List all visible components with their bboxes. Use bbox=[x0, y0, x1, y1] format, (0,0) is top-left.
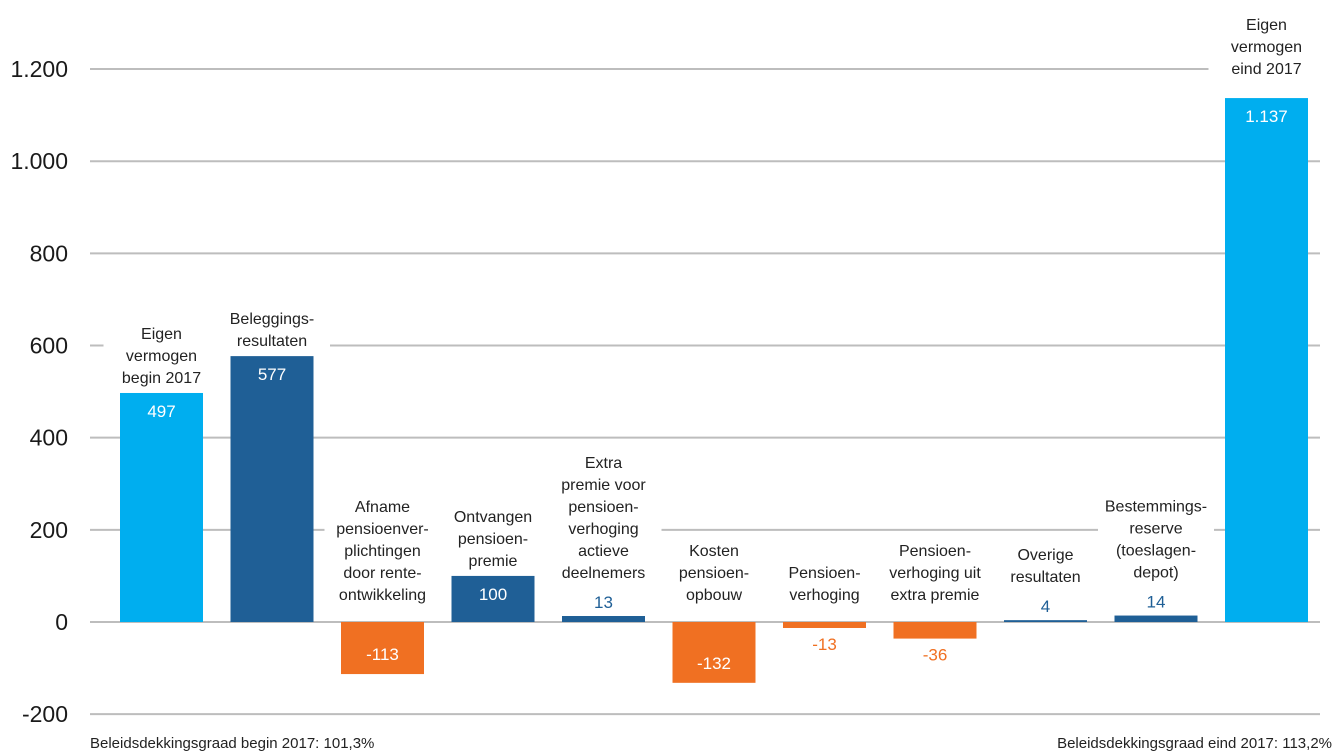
bar-value-label: 1.137 bbox=[1245, 107, 1288, 126]
bar-value-label: 13 bbox=[594, 593, 613, 612]
bar-value-label: 4 bbox=[1041, 597, 1050, 616]
y-tick-label: 1.000 bbox=[10, 148, 68, 174]
y-tick-label: 800 bbox=[30, 240, 68, 266]
category-label-line: verhoging bbox=[568, 521, 638, 538]
category-label-line: ontwikkeling bbox=[339, 587, 426, 604]
category-label-line: reserve bbox=[1129, 521, 1182, 538]
bar-value-label: -36 bbox=[923, 646, 948, 665]
y-tick-label: 600 bbox=[30, 333, 68, 359]
category-label-line: Ontvangen bbox=[454, 509, 532, 526]
category-label-line: Pensioen- bbox=[788, 565, 860, 582]
category-label-line: resultaten bbox=[237, 333, 307, 350]
category-label-line: verhoging uit bbox=[889, 565, 981, 582]
bar bbox=[341, 622, 424, 675]
category-label-line: Eigen bbox=[1246, 17, 1287, 34]
category-label-line: begin 2017 bbox=[122, 370, 201, 387]
category-label-line: Bestemmings- bbox=[1105, 499, 1207, 516]
category-label-line: actieve bbox=[578, 543, 629, 560]
bar-value-label: 14 bbox=[1147, 593, 1166, 612]
category-label-line: Beleggings- bbox=[230, 311, 315, 328]
category-label-line: vermogen bbox=[126, 348, 197, 365]
category-label-line: Eigen bbox=[141, 326, 182, 343]
bar-value-label: -132 bbox=[697, 654, 731, 673]
bar bbox=[1225, 98, 1308, 623]
category-label-line: pensioen- bbox=[458, 531, 528, 548]
bar-value-label: -113 bbox=[366, 645, 399, 664]
y-tick-label: 1.200 bbox=[10, 56, 68, 82]
bar bbox=[1004, 620, 1087, 622]
bar bbox=[120, 392, 203, 622]
category-label-line: pensioenver- bbox=[336, 521, 429, 538]
bar bbox=[562, 616, 645, 622]
category-label-line: opbouw bbox=[686, 587, 742, 604]
category-label-line: pensioen- bbox=[679, 565, 749, 582]
category-label-line: vermogen bbox=[1231, 39, 1302, 56]
footer-end-coverage-ratio: Beleidsdekkingsgraad eind 2017: 113,2% bbox=[1057, 735, 1332, 752]
category-label-bg bbox=[435, 503, 551, 574]
bar-value-label: 497 bbox=[147, 402, 175, 421]
category-label-line: eind 2017 bbox=[1231, 61, 1301, 78]
category-label-bg bbox=[987, 542, 1104, 591]
category-label-line: door rente- bbox=[343, 565, 421, 582]
category-label-line: deelnemers bbox=[562, 565, 646, 582]
category-label-line: Pensioen- bbox=[899, 543, 971, 560]
category-label-line: extra premie bbox=[891, 587, 980, 604]
category-label-bg bbox=[545, 450, 662, 587]
y-tick-label: 200 bbox=[30, 517, 68, 543]
category-label-bg bbox=[656, 538, 772, 608]
category-label-line: depot) bbox=[1133, 565, 1178, 582]
bar bbox=[451, 575, 535, 622]
category-label-bg bbox=[324, 494, 441, 608]
category-label-line: premie bbox=[469, 553, 518, 570]
category-label-bg bbox=[766, 560, 883, 608]
category-label-line: (toeslagen- bbox=[1116, 543, 1196, 560]
category-label-line: plichtingen bbox=[344, 543, 421, 560]
bar bbox=[1114, 615, 1198, 622]
bar-value-label: -13 bbox=[812, 635, 837, 654]
bar-value-label: 100 bbox=[479, 585, 507, 604]
bar bbox=[230, 356, 314, 622]
y-tick-label: 0 bbox=[55, 609, 68, 635]
bar-value-label: 577 bbox=[258, 365, 286, 384]
category-label-bg bbox=[877, 538, 993, 608]
category-label-line: premie voor bbox=[561, 477, 646, 494]
category-label-line: Extra bbox=[585, 455, 622, 472]
category-label-line: Kosten bbox=[689, 543, 739, 560]
category-label-bg bbox=[103, 320, 220, 391]
y-tick-label: -200 bbox=[22, 701, 68, 727]
category-label-line: resultaten bbox=[1010, 569, 1080, 586]
y-tick-label: 400 bbox=[30, 425, 68, 451]
category-label-bg bbox=[1098, 493, 1214, 586]
category-label-line: Overige bbox=[1017, 547, 1073, 564]
bar bbox=[893, 622, 977, 639]
category-label-line: pensioen- bbox=[568, 499, 638, 516]
bar bbox=[672, 622, 756, 683]
category-label-bg bbox=[214, 306, 330, 355]
category-label-line: verhoging bbox=[789, 587, 859, 604]
bar bbox=[783, 622, 866, 628]
category-label-line: Afname bbox=[355, 499, 410, 516]
category-label-bg bbox=[1208, 12, 1325, 83]
footer-start-coverage-ratio: Beleidsdekkingsgraad begin 2017: 101,3% bbox=[90, 735, 375, 752]
